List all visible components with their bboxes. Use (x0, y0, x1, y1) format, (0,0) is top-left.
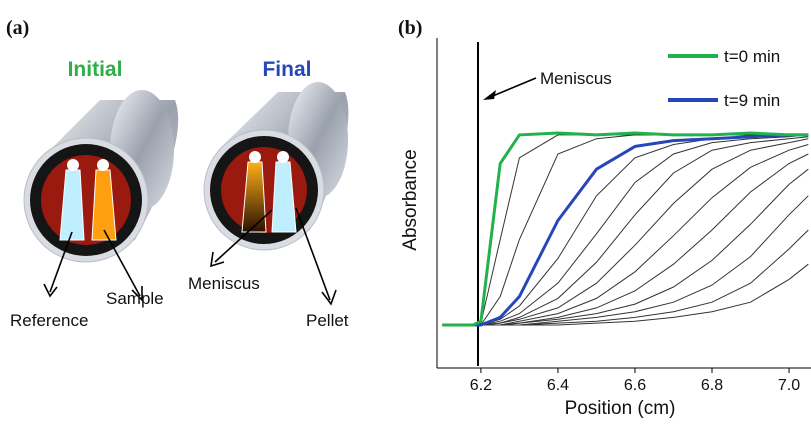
annotation: Meniscus (540, 69, 612, 88)
meniscus-label: Meniscus (188, 274, 260, 293)
final-rotor (203, 82, 349, 251)
legend-label: t=0 min (724, 47, 780, 66)
series-line (442, 134, 809, 326)
annotation-arrow (487, 77, 537, 99)
x-tick-label: 6.6 (624, 377, 646, 394)
initial-title: Initial (68, 58, 123, 81)
final-title: Final (262, 58, 311, 81)
series-line (442, 144, 809, 326)
arrows (43, 207, 337, 306)
y-axis-title: Absorbance (400, 149, 421, 250)
series-line (442, 134, 809, 326)
legend-label: t=9 min (724, 91, 780, 110)
x-tick-label: 7.0 (778, 377, 800, 394)
x-tick-label: 6.2 (470, 377, 492, 394)
reference-label: Reference (10, 311, 88, 330)
annotation-arrowhead (483, 90, 496, 100)
panel-label: (b) (398, 17, 422, 39)
chart: (b) Position (cm) Absorbance Meniscus 6.… (398, 17, 811, 419)
series-line (442, 134, 809, 326)
x-axis-title: Position (cm) (565, 398, 676, 419)
series-line (442, 133, 809, 327)
panel-label: (a) (6, 17, 29, 39)
x-tick-label: 6.8 (701, 377, 723, 394)
pellet-label: Pellet (306, 311, 349, 330)
series-line (442, 229, 809, 326)
series-line (442, 134, 809, 326)
series-line (442, 195, 809, 326)
series-line (442, 136, 809, 326)
sample-label: Sample (106, 289, 164, 308)
series-line (442, 131, 809, 327)
x-tick-label: 6.4 (547, 377, 569, 394)
initial-rotor (23, 90, 179, 263)
